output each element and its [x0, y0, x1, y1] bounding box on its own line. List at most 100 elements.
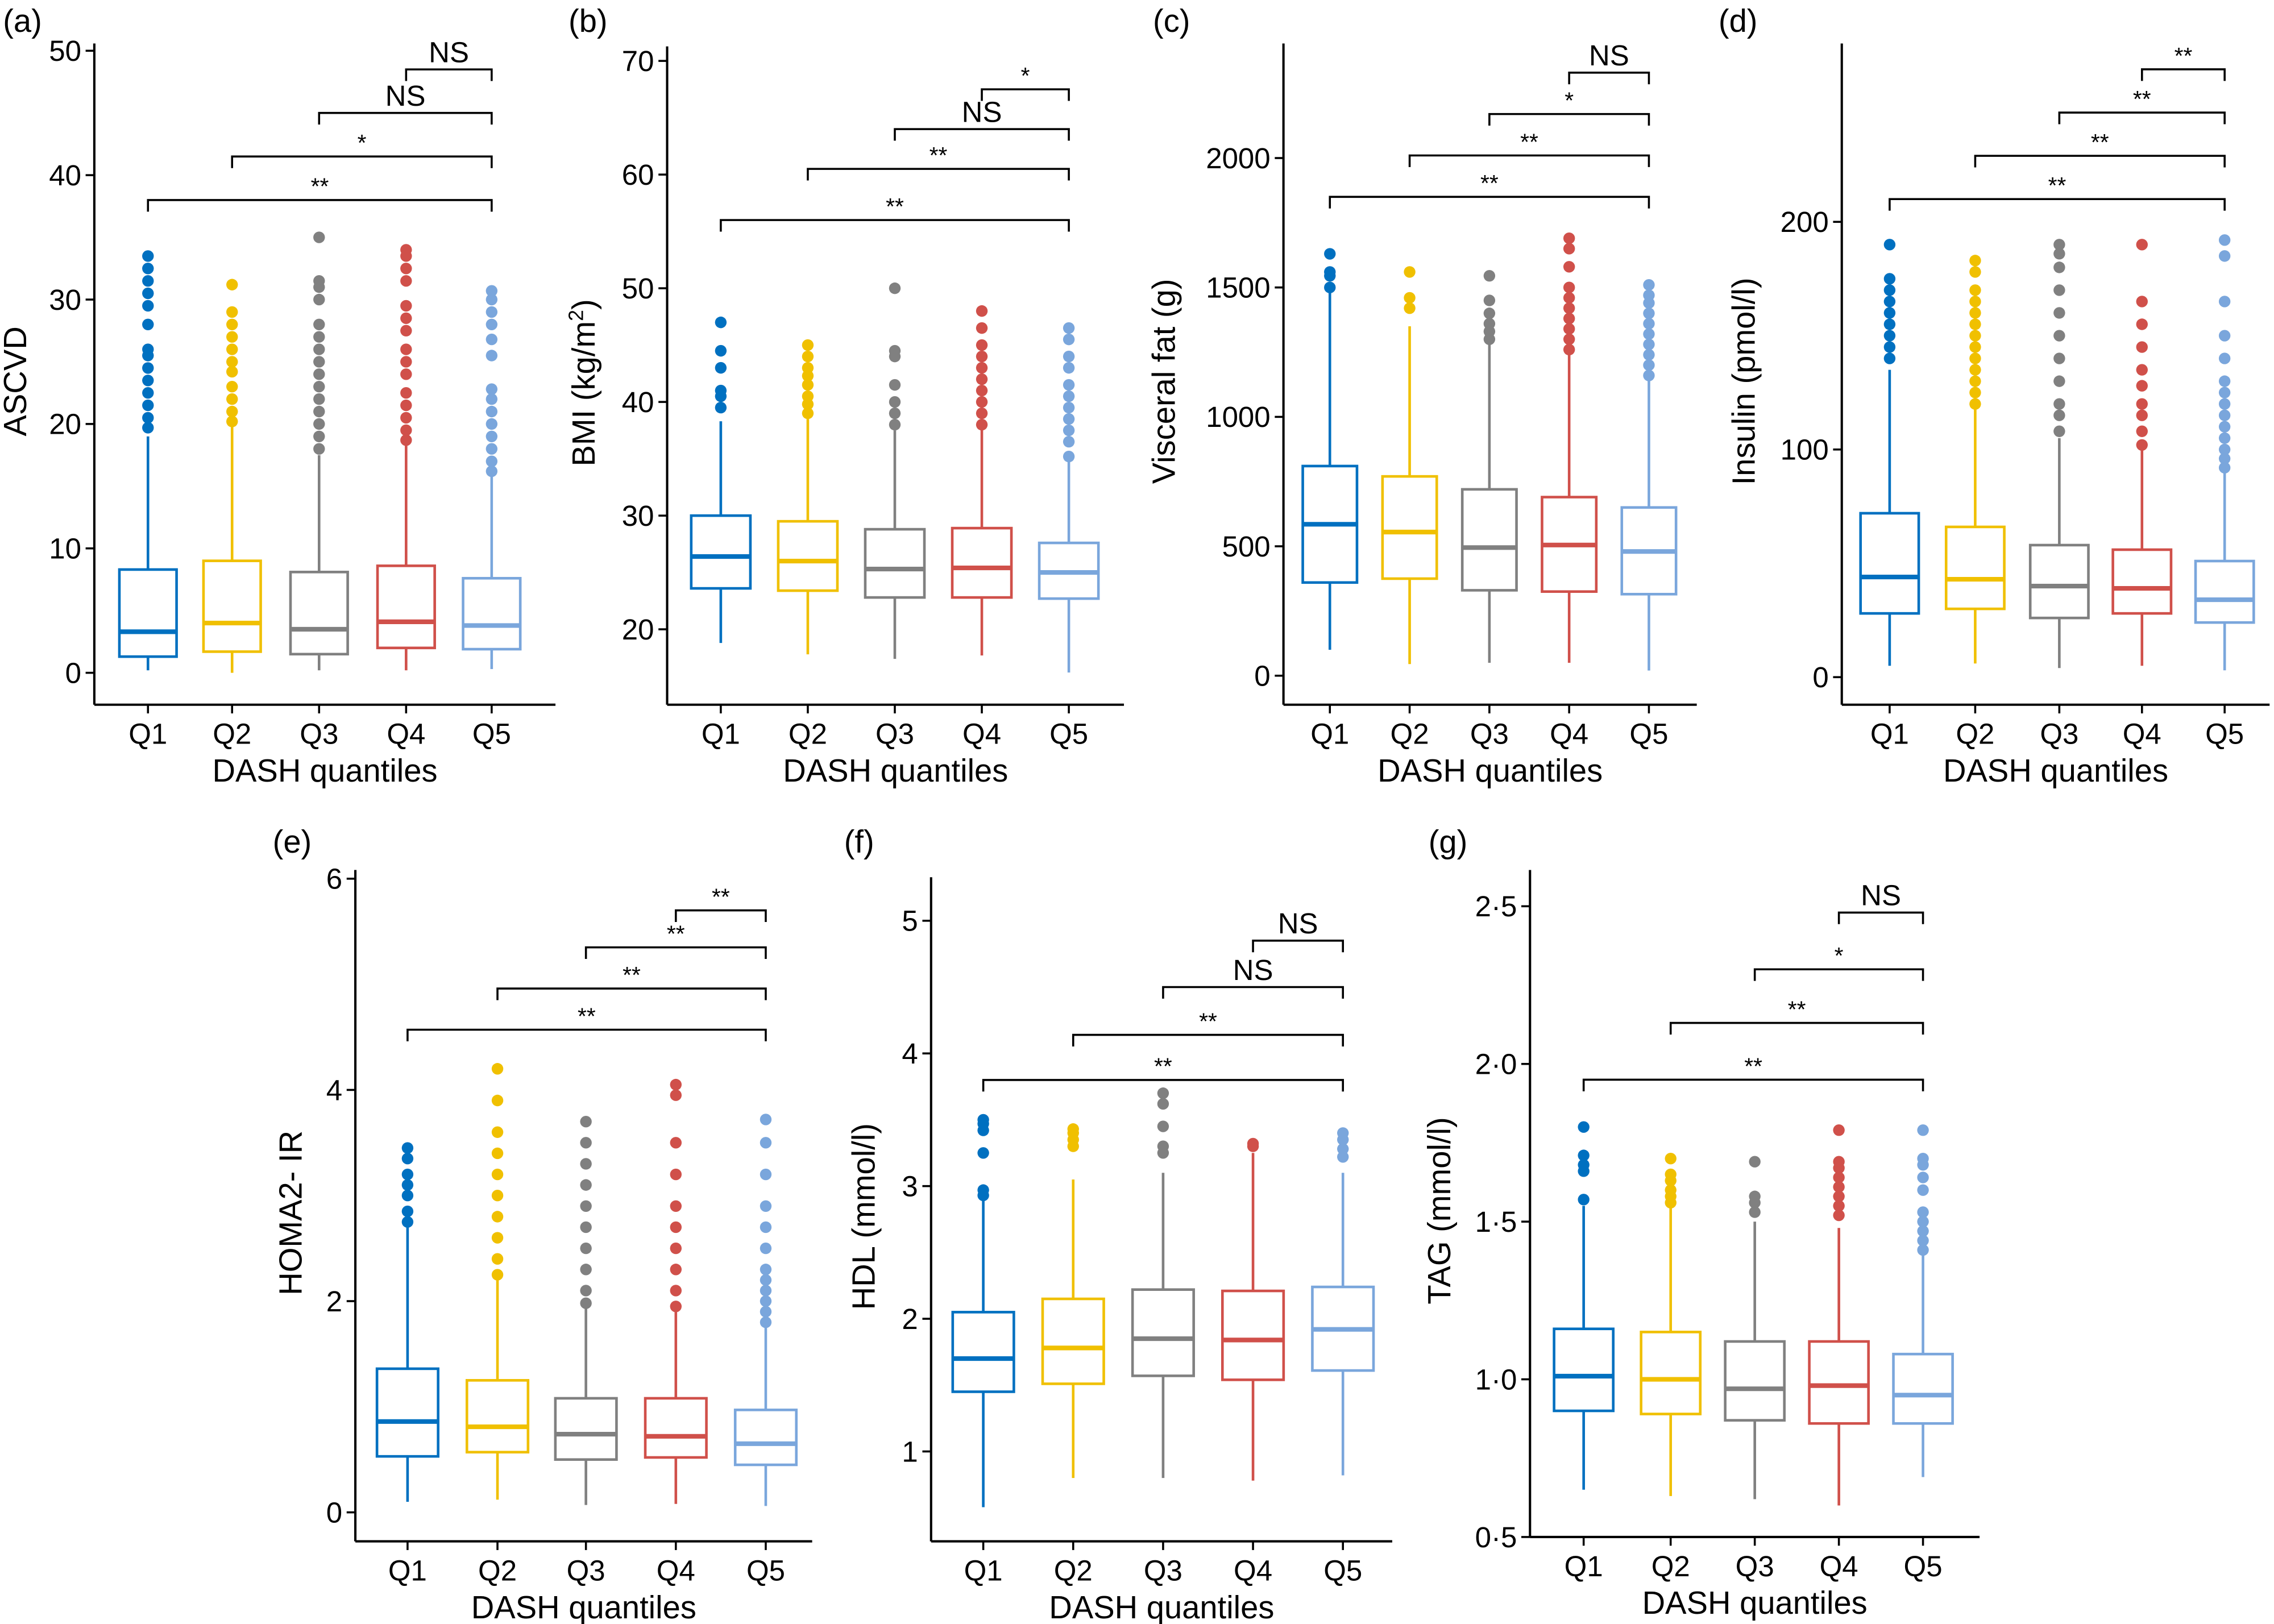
outlier-point	[313, 275, 325, 287]
box-iqr	[1724, 1340, 1786, 1422]
outlier-point	[670, 1168, 682, 1181]
box-Q3	[2028, 239, 2090, 668]
box-Q4	[951, 305, 1013, 656]
panel-label: (a)	[3, 3, 42, 39]
outlier-point	[142, 343, 154, 355]
outlier-point	[1643, 279, 1655, 291]
x-tick-label: Q1	[1565, 1550, 1603, 1583]
box-Q1	[118, 250, 178, 671]
outlier-point	[2136, 439, 2148, 451]
outlier-point	[226, 343, 238, 355]
box-Q5	[1892, 1124, 1954, 1477]
outlier-point	[142, 412, 154, 424]
outlier-point	[485, 318, 498, 330]
box-Q5	[1620, 279, 1678, 671]
outlier-point	[2218, 250, 2231, 262]
outlier-point	[802, 350, 814, 363]
significance-bracket	[1162, 986, 1345, 999]
outlier-point	[580, 1221, 592, 1233]
outlier-point	[802, 379, 814, 391]
box-iqr	[1381, 475, 1438, 580]
y-tick-label: 0	[65, 657, 81, 689]
outlier-point	[2218, 296, 2231, 308]
outlier-point	[1969, 307, 1981, 319]
significance-bracket	[405, 68, 493, 81]
y-tick-label: 40	[622, 386, 654, 418]
outlier-point	[491, 1147, 504, 1160]
box-iqr	[777, 520, 839, 592]
significance-label: **	[1788, 996, 1806, 1022]
significance-bracket	[1974, 155, 2226, 168]
y-tick-label: 0·5	[1475, 1521, 1517, 1554]
outlier-point	[1404, 302, 1416, 314]
y-tick-label: 6	[326, 863, 342, 895]
outlier-point	[580, 1285, 592, 1297]
y-tick-label: 10	[49, 533, 81, 565]
box-iqr	[864, 528, 926, 599]
box-iqr	[2194, 559, 2255, 624]
x-tick-label: Q1	[128, 718, 167, 750]
x-axis-label: DASH quantiles	[1049, 1589, 1274, 1624]
outlier-point	[1969, 352, 1981, 364]
box-iqr	[118, 568, 178, 658]
outlier-point	[1563, 243, 1575, 255]
x-tick-label: Q3	[875, 718, 914, 750]
outlier-point	[142, 362, 154, 374]
significance-label: **	[311, 173, 329, 200]
significance-bracket	[720, 219, 1070, 232]
y-axis-label: ASCVD	[0, 326, 33, 436]
outlier-point	[226, 393, 238, 405]
y-tick-label: 30	[622, 500, 654, 532]
y-tick-label: 5	[902, 905, 918, 937]
box-Q1	[690, 316, 752, 643]
outlier-point	[2053, 239, 2065, 251]
outlier-point	[1969, 398, 1981, 410]
panel-e: 0 2 4 6 Q1 Q2 Q3 Q4 Q5 DASH quantiles HOMA2- IR (e)…	[273, 824, 812, 1624]
y-tick-label: 0	[1254, 660, 1270, 692]
x-tick-label: Q2	[478, 1554, 517, 1586]
outlier-point	[485, 405, 498, 418]
x-tick-label: Q5	[1904, 1550, 1943, 1583]
x-tick-label: Q1	[964, 1554, 1003, 1586]
y-tick-label: 0	[1812, 661, 1828, 693]
significance-bracket	[894, 128, 1070, 141]
outlier-point	[1563, 302, 1575, 314]
box-Q3	[864, 282, 926, 659]
outlier-point	[760, 1137, 772, 1149]
outlier-point	[142, 250, 154, 262]
outlier-point	[1833, 1209, 1845, 1222]
outlier-point	[1917, 1184, 1929, 1196]
outlier-point	[485, 418, 498, 430]
outlier-point	[1883, 341, 1896, 353]
outlier-point	[1969, 364, 1981, 376]
outlier-point	[670, 1078, 682, 1091]
box-Q4	[376, 244, 436, 671]
outlier-point	[485, 383, 498, 395]
y-axis-label-text: ASCVD	[0, 326, 33, 436]
outlier-point	[1063, 390, 1075, 402]
box-Q3	[1724, 1156, 1786, 1500]
box-iqr	[1221, 1289, 1285, 1381]
outlier-point	[1483, 294, 1496, 306]
outlier-point	[580, 1264, 592, 1276]
box-Q5	[1311, 1127, 1375, 1476]
box-Q2	[1640, 1152, 1702, 1496]
outlier-point	[976, 407, 988, 420]
box-iqr	[375, 1367, 439, 1458]
outlier-point	[670, 1089, 682, 1101]
outlier-point	[1643, 318, 1655, 330]
box-iqr	[951, 526, 1013, 599]
outlier-point	[1969, 330, 1981, 342]
outlier-point	[760, 1274, 772, 1286]
y-tick-label: 1·0	[1475, 1363, 1517, 1395]
outlier-point	[1917, 1215, 1929, 1228]
x-tick-label: Q1	[1310, 718, 1349, 750]
significance-label: **	[2091, 129, 2109, 155]
outlier-point	[400, 263, 412, 275]
outlier-point	[1483, 318, 1496, 330]
outlier-point	[1969, 266, 1981, 278]
box-Q4	[1221, 1137, 1285, 1481]
outlier-point	[2053, 352, 2065, 364]
outlier-point	[1883, 318, 1896, 330]
box-iqr	[690, 514, 752, 590]
